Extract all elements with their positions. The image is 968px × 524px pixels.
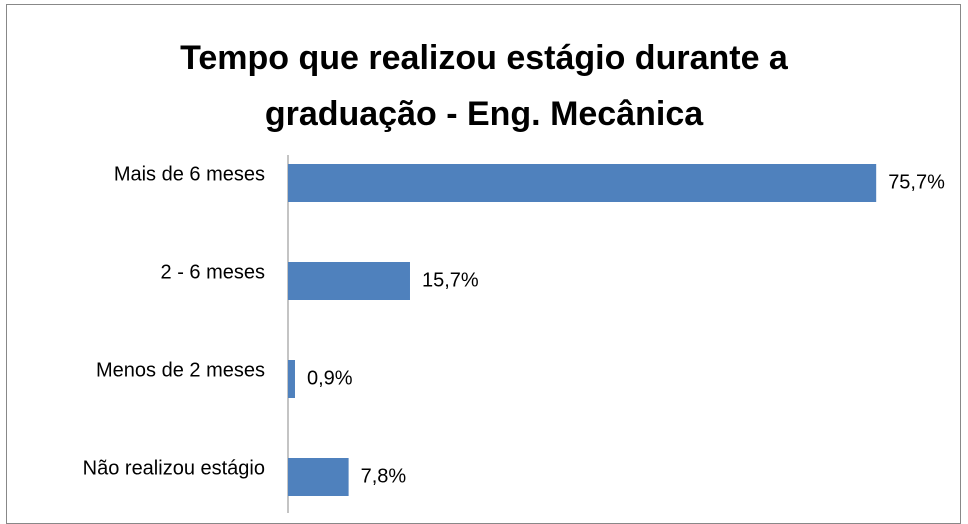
value-label: 75,7% <box>888 171 945 193</box>
bar <box>288 360 295 398</box>
category-label: Não realizou estágio <box>83 457 265 479</box>
bar <box>288 262 410 300</box>
category-label: 2 - 6 meses <box>161 261 265 283</box>
bar <box>288 164 877 202</box>
category-label: Mais de 6 meses <box>114 163 265 185</box>
chart: Mais de 6 meses 75,7% 2 - 6 meses 15,7% Meno… <box>83 155 945 513</box>
value-label: 7,8% <box>361 465 407 487</box>
value-label: 15,7% <box>422 269 479 291</box>
chart-title: Tempo que realizou estágio durante a gra… <box>180 39 788 133</box>
page: {"chart_data": {"type": "bar", "orientat… <box>6 4 961 524</box>
category-label: Menos de 2 meses <box>96 359 265 381</box>
bar <box>288 458 349 496</box>
value-label: 0,9% <box>307 367 353 389</box>
